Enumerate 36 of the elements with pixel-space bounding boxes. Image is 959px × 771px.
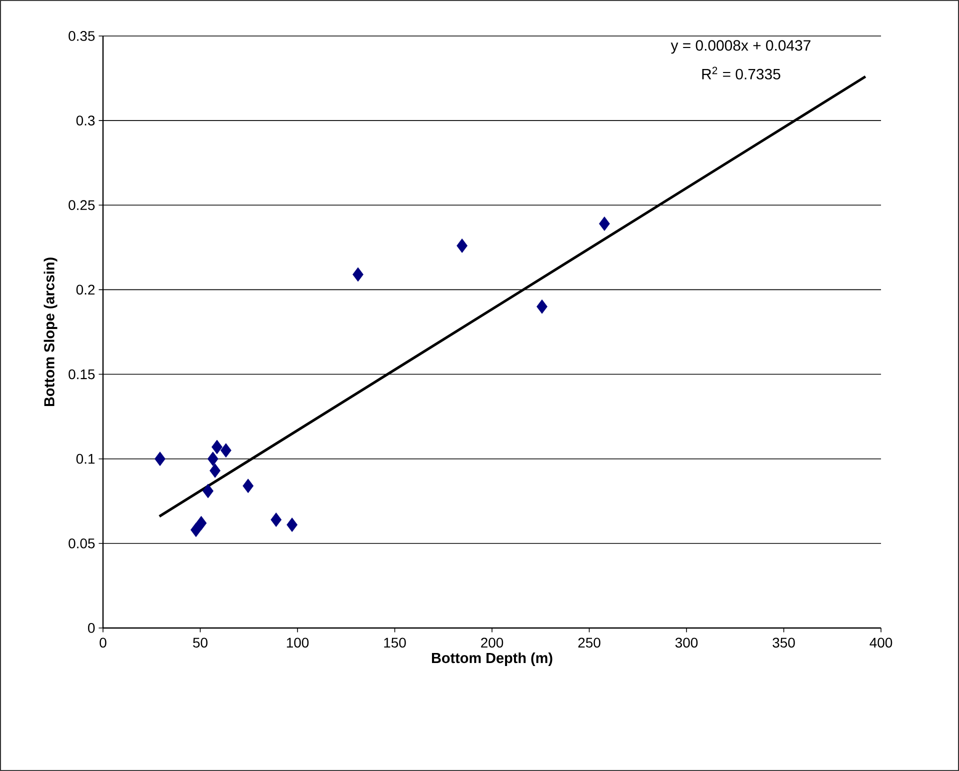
- x-axis-title: Bottom Depth (m): [432, 652, 552, 666]
- point: [270, 512, 282, 527]
- point: [220, 443, 232, 458]
- point: [154, 452, 166, 466]
- x-tick-label: 300: [675, 638, 698, 648]
- y-tick-label: 0.35: [68, 31, 95, 41]
- y-tick-label: 0.1: [76, 454, 95, 464]
- y-tick-label: 0.3: [76, 116, 95, 126]
- y-axis-title: Bottom Slope (arcsin): [44, 258, 58, 406]
- point: [190, 522, 202, 538]
- point: [456, 238, 468, 253]
- annotation: y = 0.0008x + 0.0437: [670, 40, 810, 54]
- point: [598, 216, 610, 231]
- y-tick-label: 0.2: [76, 284, 95, 295]
- point: [210, 463, 220, 478]
- point: [242, 478, 254, 494]
- point: [286, 518, 298, 532]
- point: [212, 440, 222, 454]
- x-tick-label: 350: [772, 638, 795, 648]
- annotation: R$^{2}$ = 0.7335: [702, 66, 780, 80]
- y-tick-label: 0.25: [68, 200, 95, 210]
- point: [202, 484, 214, 498]
- x-tick-label: 0: [100, 638, 106, 648]
- x-tick-label: 100: [286, 638, 309, 648]
- point: [207, 452, 218, 466]
- y-tick-label: 0.05: [68, 538, 95, 548]
- point: [196, 516, 207, 530]
- y-tick-label: 0.15: [68, 369, 95, 380]
- x-tick-label: 50: [193, 638, 208, 648]
- point: [352, 267, 364, 282]
- point: [536, 299, 548, 314]
- x-tick-label: 150: [384, 638, 406, 648]
- x-tick-label: 250: [578, 638, 600, 648]
- x-tick-label: 400: [870, 638, 892, 648]
- y-tick-label: 0: [88, 623, 95, 633]
- x-tick-label: 200: [481, 638, 504, 648]
